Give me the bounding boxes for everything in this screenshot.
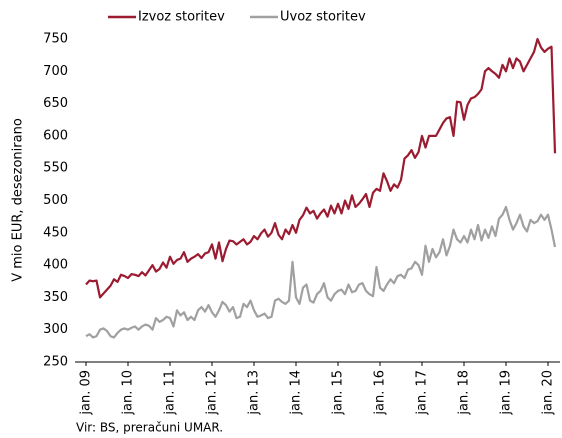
y-tick-label: 500 xyxy=(43,193,68,208)
x-tick-label: jan. 14 xyxy=(289,370,304,416)
y-tick-label: 350 xyxy=(43,290,68,305)
x-tick-label: jan. 19 xyxy=(499,370,514,416)
y-tick-label: 400 xyxy=(43,258,68,273)
x-tick-label: jan. 15 xyxy=(331,370,346,416)
x-tick-label: jan. 16 xyxy=(373,370,388,416)
x-tick-label: jan. 17 xyxy=(415,370,430,416)
legend-label: Uvoz storitev xyxy=(280,10,366,25)
legend-label: Izvoz storitev xyxy=(138,10,225,25)
y-tick-label: 600 xyxy=(43,128,68,143)
series-line xyxy=(85,205,557,339)
x-tick-label: jan. 10 xyxy=(121,370,136,416)
y-tick-label: 250 xyxy=(43,355,68,370)
y-tick-label: 450 xyxy=(43,225,68,240)
y-axis-label: V mio EUR, desezonirano xyxy=(11,118,26,282)
y-tick-label: 700 xyxy=(43,64,68,79)
y-tick-label: 300 xyxy=(43,322,68,337)
y-tick-label: 650 xyxy=(43,96,68,111)
x-tick-label: jan. 12 xyxy=(205,370,220,416)
y-tick-label: 750 xyxy=(43,32,68,47)
x-tick-label: jan. 18 xyxy=(457,370,472,416)
y-tick-label: 550 xyxy=(43,161,68,176)
source-note: Vir: BS, preračuni UMAR. xyxy=(76,421,223,435)
x-tick-label: jan. 20 xyxy=(541,370,556,416)
x-tick-label: jan. 11 xyxy=(163,370,178,416)
x-tick-label: jan. 13 xyxy=(247,370,262,416)
x-tick-label: jan. 09 xyxy=(79,370,94,416)
series-line xyxy=(85,37,557,299)
